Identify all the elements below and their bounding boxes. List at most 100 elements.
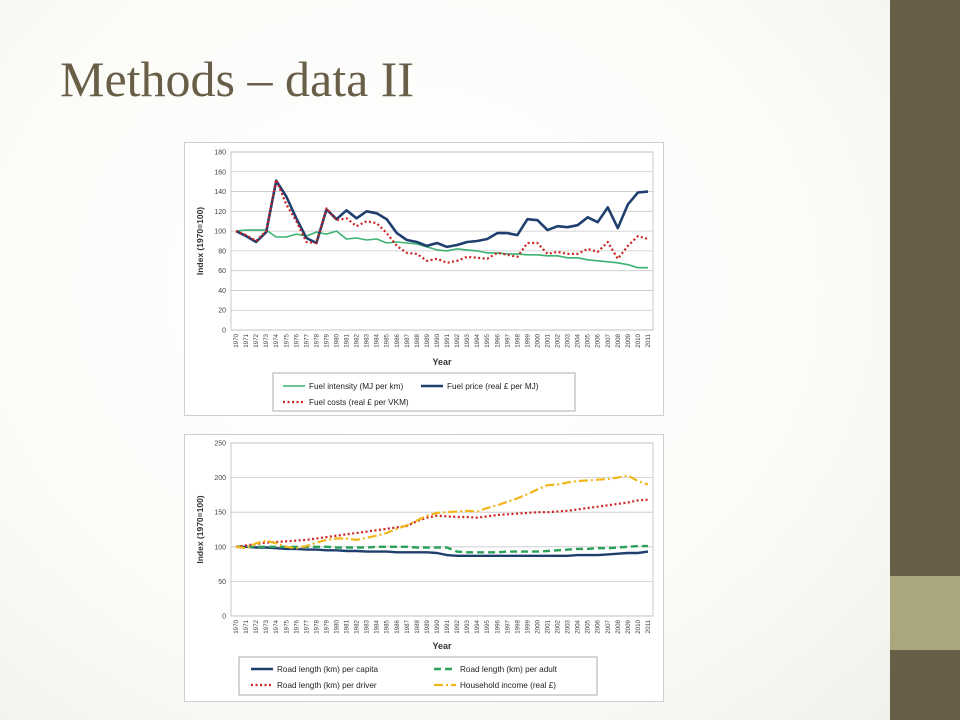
y-tick-label: 80 xyxy=(218,248,226,255)
series-line-4 xyxy=(235,474,649,550)
x-tick-label: 1971 xyxy=(243,333,250,347)
x-tick-label: 2011 xyxy=(645,619,652,633)
x-tick-label: 2009 xyxy=(625,333,632,347)
x-tick-label: 1980 xyxy=(334,333,341,347)
x-tick-label: 1971 xyxy=(243,619,250,633)
x-tick-label: 1973 xyxy=(263,333,270,347)
x-tick-label: 1978 xyxy=(313,619,320,633)
y-tick-label: 200 xyxy=(214,475,226,482)
x-axis-title: Year xyxy=(432,357,452,367)
x-tick-label: 1990 xyxy=(434,619,441,633)
x-tick-label: 2005 xyxy=(585,619,592,633)
plot-area-border xyxy=(230,151,654,331)
x-tick-label: 1997 xyxy=(504,333,511,347)
y-axis-title: Index (1970=100) xyxy=(195,207,205,275)
x-tick-label: 1977 xyxy=(303,333,310,347)
x-tick-label: 2001 xyxy=(545,333,552,347)
x-tick-label: 2006 xyxy=(595,333,602,347)
x-tick-label: 1972 xyxy=(253,333,260,347)
series-line-1 xyxy=(235,229,648,269)
x-tick-label: 2009 xyxy=(625,619,632,633)
x-tick-label: 1981 xyxy=(344,333,351,347)
x-tick-label: 1976 xyxy=(293,333,300,347)
x-tick-label: 1990 xyxy=(434,333,441,347)
y-tick-label: 50 xyxy=(218,579,226,586)
legend-label: Household income (real £) xyxy=(460,681,556,690)
x-tick-label: 1999 xyxy=(524,619,531,633)
x-tick-label: 1976 xyxy=(293,619,300,633)
legend-label: Road length (km) per capita xyxy=(277,665,378,674)
x-tick-label: 2010 xyxy=(635,333,642,347)
x-tick-label: 1975 xyxy=(283,619,290,633)
x-tick-label: 1977 xyxy=(303,619,310,633)
x-tick-label: 1989 xyxy=(424,619,431,633)
series-line-3 xyxy=(235,498,649,548)
x-tick-label: 1986 xyxy=(394,333,401,347)
x-tick-label: 1973 xyxy=(263,619,270,633)
x-tick-label: 2008 xyxy=(615,333,622,347)
legend-label: Fuel price (real £ per MJ) xyxy=(447,382,539,391)
x-tick-label: 1987 xyxy=(404,619,411,633)
road-income-chart-panel: 0 50 100 150 200 250 1970 1971 1972 1973 1974 1975 1… xyxy=(184,434,664,702)
y-tick-label: 20 xyxy=(218,308,226,315)
y-tick-label: 100 xyxy=(214,544,226,551)
y-tick-label: 180 xyxy=(214,150,226,157)
legend-label: Fuel intensity (MJ per km) xyxy=(309,382,403,391)
chart-legend: Fuel intensity (MJ per km) Fuel price (re… xyxy=(272,372,576,412)
x-tick-label: 1993 xyxy=(464,619,471,633)
x-tick-label: 2003 xyxy=(565,619,572,633)
y-axis-title: Index (1970=100) xyxy=(195,495,205,563)
x-tick-label: 1991 xyxy=(444,333,451,347)
x-tick-label: 1995 xyxy=(484,619,491,633)
x-tick-label: 1979 xyxy=(323,619,330,633)
x-axis-title: Year xyxy=(432,641,452,651)
y-tick-label: 140 xyxy=(214,189,226,196)
x-tick-label: 1975 xyxy=(283,333,290,347)
decor-band-bottom xyxy=(890,650,960,720)
y-tick-label: 250 xyxy=(214,441,226,448)
x-tick-label: 1998 xyxy=(514,333,521,347)
y-tick-label: 0 xyxy=(222,328,226,335)
x-tick-label: 2002 xyxy=(555,619,562,633)
x-tick-label: 1978 xyxy=(313,333,320,347)
x-tick-label: 2004 xyxy=(575,333,582,347)
x-tick-label: 1998 xyxy=(514,619,521,633)
y-tick-label: 0 xyxy=(222,614,226,621)
x-tick-label: 1989 xyxy=(424,333,431,347)
y-tick-label: 100 xyxy=(214,229,226,236)
x-tick-label: 1999 xyxy=(524,333,531,347)
x-tick-label: 1987 xyxy=(404,333,411,347)
x-tick-label: 1979 xyxy=(323,333,330,347)
x-tick-label: 2000 xyxy=(534,333,541,347)
y-tick-label: 40 xyxy=(218,288,226,295)
x-tick-label: 2006 xyxy=(595,619,602,633)
x-tick-label: 1980 xyxy=(334,619,341,633)
x-tick-label: 1970 xyxy=(233,333,240,347)
x-tick-label: 1985 xyxy=(384,333,391,347)
x-tick-label: 1982 xyxy=(354,619,361,633)
x-tick-label: 1984 xyxy=(374,619,381,633)
x-tick-label: 1985 xyxy=(384,619,391,633)
x-tick-label: 2001 xyxy=(545,619,552,633)
x-tick-label: 2002 xyxy=(555,333,562,347)
series-line-3 xyxy=(235,178,649,264)
x-tick-label: 1981 xyxy=(344,619,351,633)
x-tick-label: 1983 xyxy=(364,333,371,347)
x-tick-label: 1970 xyxy=(233,619,240,633)
x-tick-label: 2005 xyxy=(585,333,592,347)
legend-label: Road length (km) per adult xyxy=(460,665,558,674)
y-tick-label: 120 xyxy=(214,209,226,216)
x-tick-label: 1992 xyxy=(454,619,461,633)
x-tick-label: 2010 xyxy=(635,619,642,633)
x-tick-label: 2004 xyxy=(575,619,582,633)
x-tick-label: 1991 xyxy=(444,619,451,633)
x-tick-label: 2003 xyxy=(565,333,572,347)
slide-title: Methods – data II xyxy=(60,51,415,107)
y-tick-label: 150 xyxy=(214,510,226,517)
y-tick-label: 60 xyxy=(218,268,226,275)
x-tick-label: 1996 xyxy=(494,619,501,633)
x-tick-label: 2007 xyxy=(605,333,612,347)
x-tick-label: 1993 xyxy=(464,333,471,347)
x-tick-label: 2008 xyxy=(615,619,622,633)
